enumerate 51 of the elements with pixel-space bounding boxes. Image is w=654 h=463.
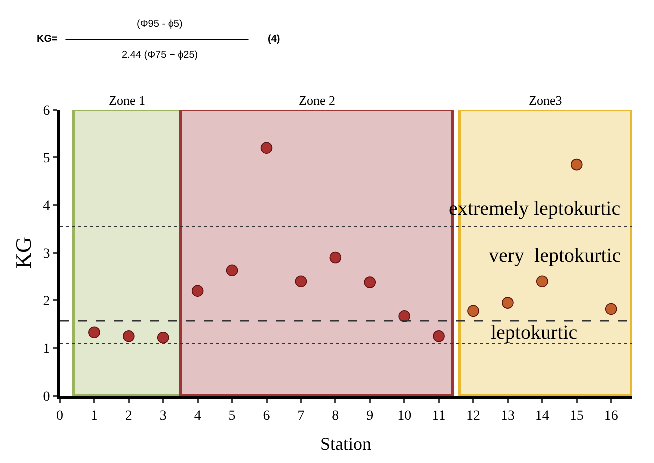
- point: [295, 276, 308, 288]
- x-tick-label: 15: [570, 408, 584, 424]
- x-tick-label: 4: [194, 408, 202, 424]
- x-tick-label: 12: [466, 408, 480, 424]
- y-tick-label: 4: [43, 199, 50, 214]
- y-tick-label: 3: [43, 246, 50, 262]
- point: [433, 330, 445, 342]
- x-tick-label: 6: [263, 408, 270, 424]
- point: [260, 142, 273, 154]
- band-label: Zone3: [529, 93, 562, 108]
- point: [123, 330, 135, 342]
- x-tick-label: 9: [366, 408, 374, 424]
- point: [226, 264, 238, 277]
- x-tick-label: 5: [228, 408, 236, 424]
- point: [502, 297, 514, 309]
- y-tick-label: 1: [43, 342, 50, 358]
- x-tick-label: 13: [500, 408, 515, 424]
- point: [468, 305, 480, 318]
- band-label: Zone 2: [299, 93, 336, 108]
- point: [192, 285, 204, 298]
- text: 2.44 (Φ75 − ϕ25): [122, 50, 198, 61]
- point: [330, 252, 342, 264]
- point: [570, 158, 583, 171]
- y-tick-label: 2: [43, 294, 50, 310]
- text: (Φ95 - ϕ5): [137, 19, 183, 30]
- x-axis-title: Station: [320, 434, 372, 454]
- point: [157, 332, 170, 344]
- y-tick-label: 6: [43, 104, 50, 119]
- x-tick-label: 11: [432, 408, 446, 424]
- x-tick-label: 3: [160, 408, 167, 424]
- x-tick-label: 16: [604, 408, 618, 424]
- point: [536, 276, 548, 288]
- x-tick-label: 7: [298, 408, 305, 424]
- band-label: Zone 1: [109, 93, 146, 108]
- x-tick-label: 14: [535, 408, 550, 424]
- x-tick-label: 10: [398, 408, 412, 424]
- text: (4): [268, 34, 280, 45]
- point: [364, 276, 376, 288]
- y-tick-label: 0: [43, 390, 50, 405]
- x-tick-label: 1: [90, 408, 98, 424]
- y-axis-title: KG: [11, 237, 36, 269]
- x-tick-label: 0: [56, 408, 64, 424]
- point: [88, 326, 100, 338]
- text: KG=: [37, 34, 58, 45]
- y-tick-label: 5: [43, 152, 50, 167]
- annotation: leptokurtic: [491, 322, 578, 344]
- annotation: very leptokurtic: [489, 245, 622, 267]
- point: [605, 303, 618, 316]
- point: [398, 310, 410, 322]
- x-tick-label: 8: [332, 408, 340, 424]
- x-tick-label: 2: [125, 408, 132, 424]
